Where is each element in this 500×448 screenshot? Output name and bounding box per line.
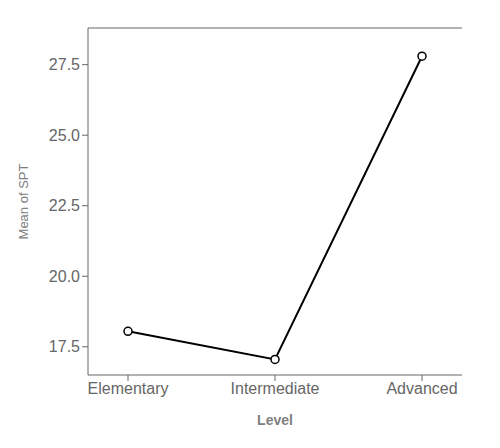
svg-text:17.5: 17.5 xyxy=(49,338,80,355)
svg-text:22.5: 22.5 xyxy=(49,197,80,214)
svg-text:Level: Level xyxy=(257,412,293,428)
svg-text:27.5: 27.5 xyxy=(49,56,80,73)
svg-text:Advanced: Advanced xyxy=(386,380,457,397)
svg-text:Intermediate: Intermediate xyxy=(231,380,320,397)
svg-text:25.0: 25.0 xyxy=(49,127,80,144)
svg-text:Elementary: Elementary xyxy=(88,380,169,397)
svg-text:20.0: 20.0 xyxy=(49,268,80,285)
svg-text:Mean of SPT: Mean of SPT xyxy=(16,164,31,240)
